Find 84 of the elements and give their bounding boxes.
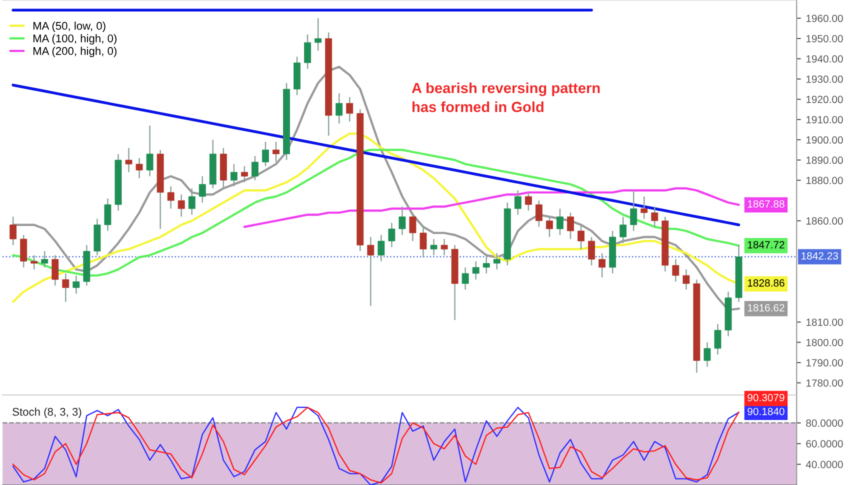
candlestick (524, 192, 532, 212)
candlestick (378, 234, 385, 262)
y-tick-label: 1790.00 (806, 359, 843, 366)
candlestick (41, 250, 48, 268)
candlestick (420, 226, 427, 258)
y-tick-label: 1960.00 (806, 14, 843, 22)
candlestick (10, 216, 17, 246)
candlestick (104, 198, 112, 232)
y-tick-label: 1780.00 (806, 379, 843, 387)
y-tick-label: 1890.00 (806, 156, 843, 164)
y-tick-label: 1800.00 (806, 338, 843, 346)
y-tick-label: 1900.00 (806, 136, 843, 144)
candlestick (567, 212, 574, 240)
candlestick (704, 342, 711, 368)
candlestick (598, 252, 606, 278)
candlestick (493, 252, 500, 270)
data-label: 90.1840 (748, 408, 784, 416)
y-tick-label: 1940.00 (806, 55, 843, 63)
candlestick (72, 274, 80, 294)
data-label: 90.3079 (748, 394, 784, 402)
y-tick-label: 1920.00 (806, 96, 843, 104)
candlestick (398, 206, 406, 236)
y-tick-label: 1910.00 (806, 116, 843, 124)
text: Stoch (8, 3, 3) (12, 408, 82, 418)
legend-label: MA (200, high, 0) (33, 46, 116, 58)
candlestick (388, 222, 396, 248)
y-tick-label: 1810.00 (806, 318, 843, 326)
candlestick (188, 188, 196, 216)
candlestick (125, 147, 132, 173)
candlestick (178, 194, 185, 218)
data-label: 1816.62 (748, 304, 784, 312)
candlestick (20, 234, 28, 268)
ref-line-label: 1842.23 (802, 252, 838, 260)
candlestick (630, 190, 638, 232)
candlestick (409, 212, 416, 242)
y-tick-label: 1880.00 (806, 176, 843, 184)
candlestick (672, 258, 680, 282)
candlestick (546, 216, 553, 238)
candlestick (240, 165, 248, 183)
candlestick (440, 238, 448, 256)
candlestick (682, 268, 690, 290)
data-label: 1847.72 (748, 241, 784, 248)
candlestick (252, 155, 258, 181)
candlestick (30, 254, 38, 270)
candlestick (640, 196, 648, 220)
candlestick (514, 190, 522, 216)
candlestick (367, 236, 374, 306)
legend-label: MA (100, high, 0) (33, 34, 116, 45)
candlestick (336, 92, 343, 124)
data-label: 1828.86 (748, 279, 784, 287)
candlestick (620, 216, 627, 244)
y-tick-label: 1860.00 (806, 217, 843, 225)
y-tick-label: 1950.00 (806, 34, 843, 42)
candlestick (714, 323, 722, 356)
y-tick-label: 80.0000 (806, 419, 843, 427)
line-series (12, 84, 740, 226)
candlestick (52, 254, 59, 286)
annotation: A bearish reversing pattern has formed in Gold (412, 82, 600, 112)
y-tick-label: 1930.00 (806, 76, 843, 83)
candlestick (556, 208, 564, 236)
line-series (243, 187, 740, 228)
candlestick (588, 236, 595, 266)
candlestick (346, 96, 354, 122)
candlestick (535, 200, 542, 228)
candlestick (262, 141, 269, 167)
candlestick (136, 157, 143, 179)
candlestick (430, 238, 438, 256)
y-tick-label: 40.0000 (806, 460, 843, 468)
candlestick (651, 206, 658, 228)
candlestick (578, 224, 584, 250)
y-tick-label: 60.0000 (806, 440, 843, 448)
candlestick (62, 272, 70, 302)
data-label: 1867.88 (748, 200, 784, 208)
candlestick (482, 256, 490, 274)
candlestick (304, 34, 312, 70)
candlestick (198, 176, 206, 204)
candlestick (167, 186, 174, 210)
candlestick (230, 163, 238, 187)
candlestick (472, 260, 480, 280)
candlestick (462, 266, 469, 290)
candlestick (272, 141, 280, 163)
candlestick (314, 18, 322, 52)
candlestick (146, 124, 154, 177)
legend-label: MA (50, low, 0) (33, 22, 106, 32)
